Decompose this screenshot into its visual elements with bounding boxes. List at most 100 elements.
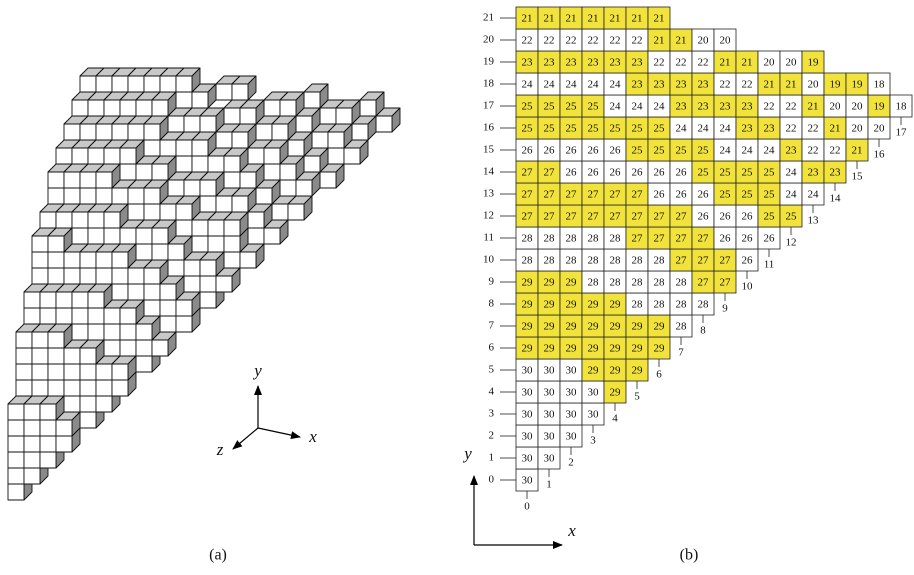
cell-value: 23: [720, 101, 732, 113]
cube-front: [32, 364, 48, 380]
cell-value: 23: [632, 57, 644, 69]
cell-value: 23: [588, 57, 600, 69]
cell-value: 27: [654, 233, 666, 245]
row-label: 5: [489, 364, 495, 376]
col-label: 6: [656, 369, 662, 381]
cube-front: [152, 100, 168, 116]
cube-front: [56, 148, 72, 164]
cube-front: [256, 188, 272, 204]
cube-front: [16, 380, 32, 396]
cube-front: [288, 140, 304, 156]
cube-front: [112, 124, 128, 140]
cell-value: 24: [588, 79, 600, 91]
cube-front: [160, 300, 176, 316]
cell-value: 28: [522, 255, 534, 267]
cube-front: [184, 116, 200, 132]
cell-value: 26: [588, 167, 600, 179]
cube-front: [152, 340, 168, 356]
cell-value: 29: [544, 299, 556, 311]
cell-value: 29: [632, 343, 644, 355]
cube-front: [232, 196, 248, 212]
cell-value: 27: [566, 189, 578, 201]
cell-value: 25: [588, 123, 600, 135]
cube-front: [176, 220, 192, 236]
cube-front: [56, 308, 72, 324]
cell-value: 20: [698, 35, 710, 47]
cube-front: [80, 268, 96, 284]
cell-value: 24: [720, 123, 732, 135]
cube-front: [200, 116, 216, 132]
cell-value: 22: [676, 57, 687, 69]
cube-front: [136, 340, 152, 356]
cube-front: [136, 228, 152, 244]
col-label: 12: [786, 237, 797, 249]
cell-value: 25: [654, 145, 666, 157]
cube-front: [144, 204, 160, 220]
cell-value: 30: [522, 431, 534, 443]
cell-value: 23: [830, 167, 842, 179]
cube-front: [64, 252, 80, 268]
cube-front: [48, 380, 64, 396]
cube-front: [200, 292, 216, 308]
cell-value: 23: [632, 79, 644, 91]
cube-front: [144, 124, 160, 140]
cube-front: [192, 220, 208, 236]
cell-value: 27: [632, 233, 644, 245]
cell-value: 22: [588, 35, 599, 47]
cube-front: [168, 116, 184, 132]
cell-value: 28: [588, 233, 600, 245]
cell-value: 30: [588, 409, 600, 421]
cell-value: 29: [610, 365, 622, 377]
cell-value: 23: [742, 101, 754, 113]
cell-value: 27: [522, 167, 534, 179]
cell-value: 30: [522, 387, 534, 399]
cube-front: [168, 244, 184, 260]
cell-value: 25: [566, 123, 578, 135]
cell-value: 28: [676, 299, 688, 311]
cell-value: 20: [830, 101, 842, 113]
cube-front: [232, 132, 248, 148]
cell-value: 27: [544, 189, 556, 201]
cube-front: [64, 364, 80, 380]
cell-value: 27: [588, 211, 600, 223]
cell-value: 30: [522, 365, 534, 377]
cell-value: 23: [676, 101, 688, 113]
cell-value: 29: [544, 343, 556, 355]
cube-front: [88, 292, 104, 308]
cube-front: [104, 148, 120, 164]
cube-front: [96, 172, 112, 188]
cell-value: 26: [698, 189, 710, 201]
cube-front: [72, 148, 88, 164]
cube-front: [80, 252, 96, 268]
cube-front: [232, 84, 248, 100]
cell-value: 24: [544, 79, 556, 91]
cube-front: [56, 292, 72, 308]
cell-value: 29: [610, 299, 622, 311]
cube-front: [88, 100, 104, 116]
cell-value: 19: [852, 79, 864, 91]
cell-value: 24: [610, 101, 622, 113]
cube-front: [72, 100, 88, 116]
cube-front: [80, 380, 96, 396]
cell-value: 23: [544, 57, 556, 69]
cell-value: 21: [720, 57, 731, 69]
col-label: 15: [852, 171, 864, 183]
cube-front: [112, 188, 128, 204]
cell-value: 27: [632, 211, 644, 223]
cube-front: [24, 292, 40, 308]
axis-arrow: [233, 428, 258, 449]
cell-value: 27: [720, 255, 732, 267]
cell-value: 23: [764, 123, 776, 135]
cube-front: [72, 292, 88, 308]
cell-value: 27: [588, 189, 600, 201]
cube-front: [104, 340, 120, 356]
cube-front: [256, 124, 272, 140]
cube-front: [32, 268, 48, 284]
cell-value: 27: [610, 211, 622, 223]
cube-front: [216, 132, 232, 148]
cell-value: 22: [544, 35, 555, 47]
col-label: 4: [612, 413, 618, 425]
cell-value: 29: [610, 387, 622, 399]
cell-value: 29: [654, 343, 666, 355]
cell-value: 25: [544, 101, 556, 113]
